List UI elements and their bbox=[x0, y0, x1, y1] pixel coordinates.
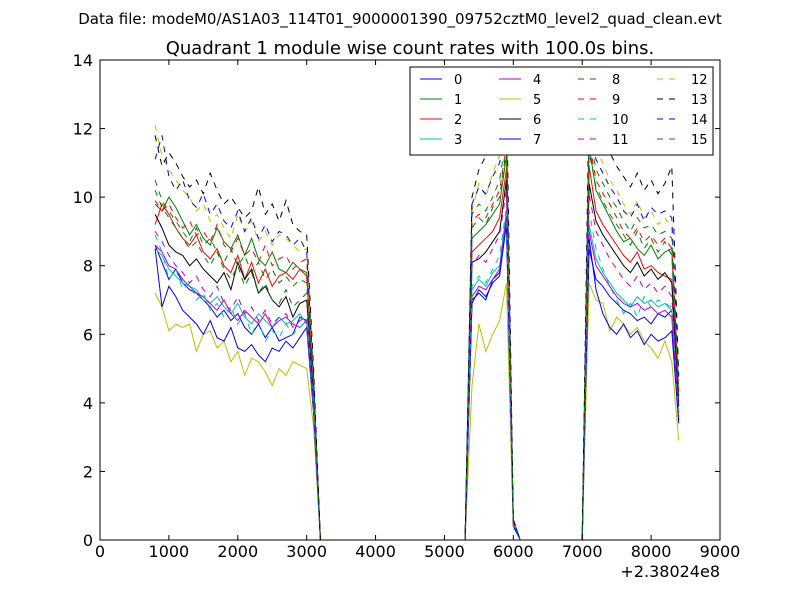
legend-label: 14 bbox=[691, 113, 708, 128]
x-tick-label: 3000 bbox=[286, 542, 327, 561]
legend-entry-11: 11 bbox=[578, 133, 629, 148]
y-tick-label: 4 bbox=[83, 394, 93, 413]
x-offset-label: +2.38024e8 bbox=[620, 562, 720, 581]
legend-entry-5: 5 bbox=[499, 93, 541, 108]
axis-ticks: 0 1000 2000 3000 4000 5000 6000 7000 8000 9000 0 2 4… bbox=[73, 51, 741, 561]
legend-entry-3: 3 bbox=[420, 133, 462, 148]
x-tick-label: 5000 bbox=[424, 542, 465, 561]
legend-label: 8 bbox=[612, 73, 620, 88]
y-tick-label: 6 bbox=[83, 325, 93, 344]
x-tick-label: 1000 bbox=[149, 542, 190, 561]
plot-frame bbox=[99, 59, 721, 541]
legend-label: 1 bbox=[454, 93, 462, 108]
x-tick-label: 6000 bbox=[493, 542, 534, 561]
series-line-15 bbox=[154, 149, 680, 541]
legend-label: 13 bbox=[691, 93, 708, 108]
x-tick-label: 2000 bbox=[217, 542, 258, 561]
x-tick-label: 9000 bbox=[700, 542, 741, 561]
legend-label: 0 bbox=[454, 73, 462, 88]
x-tick-label: 8000 bbox=[631, 542, 672, 561]
legend-label: 12 bbox=[691, 73, 708, 88]
legend-label: 4 bbox=[533, 73, 541, 88]
legend-label: 15 bbox=[691, 133, 708, 148]
legend-label: 3 bbox=[454, 133, 462, 148]
legend-entry-8: 8 bbox=[578, 73, 620, 88]
legend-entry-15: 15 bbox=[657, 133, 708, 148]
legend-label: 6 bbox=[533, 113, 541, 128]
x-tick-label: 4000 bbox=[355, 542, 396, 561]
y-tick-label: 0 bbox=[83, 531, 93, 550]
legend-entry-2: 2 bbox=[420, 113, 462, 128]
series-line-10 bbox=[154, 207, 680, 541]
chart-title: Quadrant 1 module wise count rates with … bbox=[166, 38, 655, 59]
series-line-0 bbox=[154, 214, 680, 541]
series-line-5 bbox=[154, 282, 680, 541]
figure-suptitle: Data file: modeM0/AS1A03_114T01_90000013… bbox=[78, 10, 722, 29]
legend-box bbox=[409, 66, 714, 156]
legend-label: 9 bbox=[612, 93, 620, 108]
legend-entry-1: 1 bbox=[420, 93, 462, 108]
series-line-14 bbox=[154, 125, 680, 541]
series-line-12 bbox=[154, 118, 680, 541]
legend-label: 2 bbox=[454, 113, 462, 128]
x-tick-label: 7000 bbox=[562, 542, 603, 561]
y-tick-label: 10 bbox=[73, 188, 93, 207]
legend-label: 7 bbox=[533, 133, 541, 148]
legend-label: 11 bbox=[612, 133, 629, 148]
y-tick-label: 14 bbox=[73, 51, 93, 70]
y-tick-label: 2 bbox=[83, 462, 93, 481]
legend-entry-10: 10 bbox=[578, 113, 629, 128]
y-tick-label: 12 bbox=[73, 120, 93, 139]
legend-entry-7: 7 bbox=[499, 133, 541, 148]
legend-entry-6: 6 bbox=[499, 113, 541, 128]
legend-entry-0: 0 bbox=[420, 73, 462, 88]
legend-entry-9: 9 bbox=[578, 93, 620, 108]
legend-label: 10 bbox=[612, 113, 629, 128]
legend-entry-4: 4 bbox=[499, 73, 541, 88]
series-line-1 bbox=[154, 145, 680, 541]
x-tick-label: 0 bbox=[95, 542, 105, 561]
legend-entry-14: 14 bbox=[657, 113, 708, 128]
series-line-6 bbox=[154, 179, 680, 541]
y-tick-label: 8 bbox=[83, 257, 93, 276]
legend-entry-13: 13 bbox=[657, 93, 708, 108]
legend-entry-12: 12 bbox=[657, 73, 708, 88]
legend-label: 5 bbox=[533, 93, 541, 108]
